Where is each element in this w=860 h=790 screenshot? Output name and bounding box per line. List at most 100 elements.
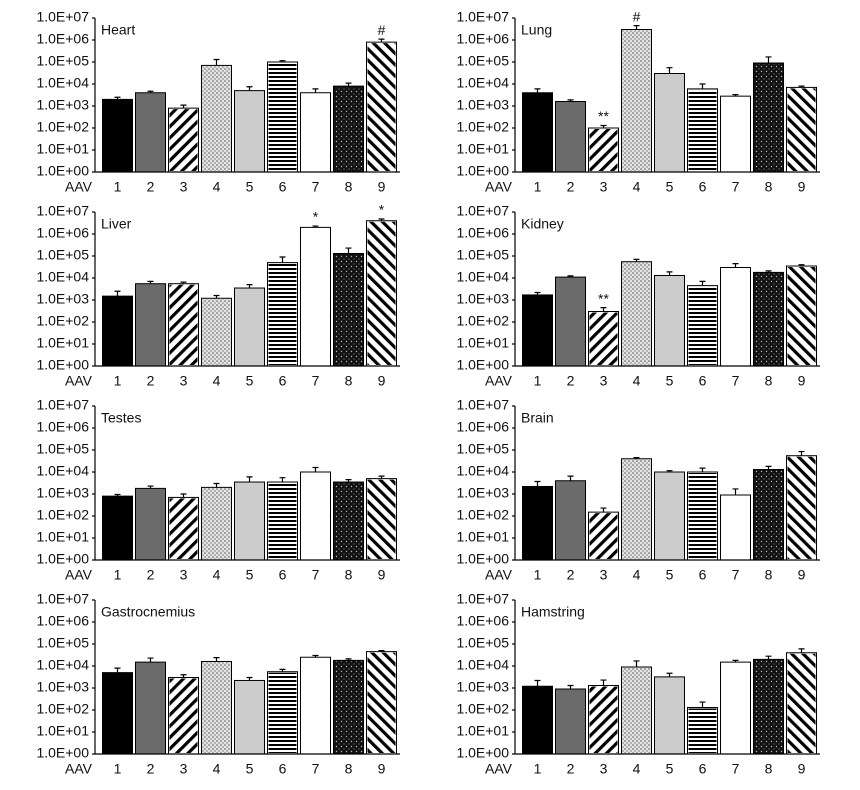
x-tick-label: 2 xyxy=(147,567,155,583)
y-tick-label: 1.0E+02 xyxy=(456,701,509,717)
bar xyxy=(300,656,331,755)
bar-pattern xyxy=(688,89,717,171)
x-tick-label: 5 xyxy=(666,179,674,195)
error-bar xyxy=(798,648,805,653)
error-bar xyxy=(378,650,385,652)
panel-title: Hamstring xyxy=(521,604,585,620)
x-axis-label: AAV xyxy=(65,179,93,195)
bar xyxy=(720,494,751,561)
x-tick-label: 1 xyxy=(114,761,122,777)
x-tick-label: 4 xyxy=(213,567,221,583)
error-bar xyxy=(246,86,253,91)
y-tick-label: 1.0E+07 xyxy=(456,203,509,219)
y-tick-label: 1.0E+05 xyxy=(36,635,89,651)
y-tick-label: 1.0E+02 xyxy=(456,507,509,523)
error-bar xyxy=(798,264,805,267)
x-tick-label: 7 xyxy=(312,179,320,195)
bar xyxy=(654,471,685,561)
x-tick-label: 3 xyxy=(600,179,608,195)
bar-pattern xyxy=(589,513,618,559)
error-bar xyxy=(279,668,286,672)
bar-pattern xyxy=(787,88,816,171)
x-tick-label: 6 xyxy=(699,179,707,195)
bar-pattern xyxy=(268,672,297,753)
x-tick-label: 7 xyxy=(732,761,740,777)
y-tick-label: 1.0E+01 xyxy=(456,529,509,545)
x-axis-label: AAV xyxy=(65,373,93,389)
x-tick-label: 6 xyxy=(699,373,707,389)
y-tick-label: 1.0E+04 xyxy=(456,269,509,285)
bar xyxy=(300,226,331,367)
bar-pattern xyxy=(688,286,717,365)
bar xyxy=(135,92,166,173)
y-tick-label: 1.0E+00 xyxy=(456,745,509,761)
y-tick-label: 1.0E+06 xyxy=(456,31,509,47)
bar-pattern xyxy=(787,456,816,559)
panel-title: Kidney xyxy=(521,216,564,232)
error-bar xyxy=(312,466,319,472)
error-bar xyxy=(213,657,220,662)
bar xyxy=(654,676,685,755)
x-tick-label: 7 xyxy=(732,567,740,583)
bar-pattern xyxy=(334,661,363,753)
bar-pattern xyxy=(367,221,396,365)
error-bar xyxy=(633,258,640,262)
bar xyxy=(654,274,685,367)
y-tick-label: 1.0E+07 xyxy=(36,591,89,607)
bar xyxy=(555,276,586,367)
x-tick-label: 8 xyxy=(345,373,353,389)
y-tick-label: 1.0E+03 xyxy=(456,485,509,501)
error-bar xyxy=(279,256,286,263)
x-tick-label: 9 xyxy=(378,761,386,777)
bar-pattern xyxy=(202,488,231,559)
bar-pattern xyxy=(622,668,651,753)
error-bar xyxy=(600,124,607,128)
y-tick-label: 1.0E+07 xyxy=(456,9,509,25)
x-tick-label: 2 xyxy=(147,761,155,777)
x-tick-label: 1 xyxy=(534,179,542,195)
x-tick-label: 6 xyxy=(699,567,707,583)
error-bar xyxy=(732,659,739,663)
y-tick-label: 1.0E+06 xyxy=(36,419,89,435)
y-tick-label: 1.0E+07 xyxy=(36,203,89,219)
bar xyxy=(135,487,166,561)
error-bar xyxy=(699,467,706,472)
y-tick-label: 1.0E+03 xyxy=(456,97,509,113)
bar-pattern xyxy=(169,109,198,171)
bar-pattern xyxy=(754,64,783,171)
x-tick-label: 5 xyxy=(666,373,674,389)
y-tick-label: 1.0E+05 xyxy=(456,53,509,69)
y-tick-label: 1.0E+07 xyxy=(36,9,89,25)
error-bar xyxy=(534,88,541,93)
bar xyxy=(654,73,685,173)
x-tick-label: 2 xyxy=(567,373,575,389)
error-bar xyxy=(567,684,574,690)
x-tick-label: 5 xyxy=(246,761,254,777)
bar xyxy=(234,90,265,173)
bar-pattern xyxy=(787,653,816,753)
bar-pattern xyxy=(622,459,651,559)
x-tick-label: 4 xyxy=(633,179,641,195)
bar-pattern xyxy=(622,30,651,172)
x-tick-label: 7 xyxy=(732,373,740,389)
error-bar xyxy=(279,477,286,483)
error-bar xyxy=(378,218,385,221)
bar-pattern xyxy=(589,686,618,753)
error-bar xyxy=(246,476,253,483)
x-tick-label: 1 xyxy=(534,567,542,583)
bar-pattern xyxy=(202,66,231,171)
error-bar xyxy=(246,676,253,681)
x-tick-label: 3 xyxy=(600,373,608,389)
y-tick-label: 1.0E+05 xyxy=(456,635,509,651)
error-bar xyxy=(765,655,772,660)
y-tick-label: 1.0E+06 xyxy=(36,613,89,629)
panel-title: Lung xyxy=(521,22,552,38)
error-bar xyxy=(765,56,772,64)
y-tick-label: 1.0E+05 xyxy=(456,247,509,263)
bar-pattern xyxy=(754,470,783,559)
y-tick-label: 1.0E+00 xyxy=(36,163,89,179)
error-bar xyxy=(312,654,319,658)
bar xyxy=(135,283,166,367)
error-bar xyxy=(534,291,541,295)
x-tick-label: 1 xyxy=(114,179,122,195)
